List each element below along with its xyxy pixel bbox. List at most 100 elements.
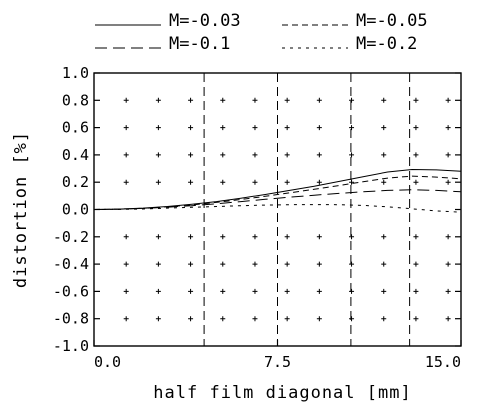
grid-marker bbox=[252, 125, 258, 131]
grid-marker bbox=[188, 234, 194, 240]
grid-marker bbox=[445, 316, 451, 322]
grid-marker bbox=[284, 316, 290, 322]
grid-marker bbox=[284, 125, 290, 131]
y-tick-label: 1.0 bbox=[62, 64, 89, 82]
grid-marker bbox=[155, 316, 161, 322]
legend: M=-0.03 M=-0.05 M=-0.1 M=-0.2 bbox=[95, 11, 428, 54]
x-tick-label: 7.5 bbox=[264, 353, 291, 371]
y-tick-label: -0.8 bbox=[53, 310, 89, 328]
grid-marker bbox=[445, 125, 451, 131]
grid-marker bbox=[188, 261, 194, 267]
grid-marker bbox=[123, 316, 129, 322]
grid-marker bbox=[123, 179, 129, 185]
grid bbox=[123, 73, 451, 346]
grid-marker bbox=[349, 97, 355, 103]
grid-marker bbox=[316, 234, 322, 240]
grid-marker bbox=[381, 152, 387, 158]
grid-marker bbox=[349, 152, 355, 158]
grid-marker bbox=[316, 316, 322, 322]
grid-marker bbox=[188, 97, 194, 103]
grid-marker bbox=[155, 97, 161, 103]
grid-marker bbox=[413, 125, 419, 131]
grid-marker bbox=[188, 125, 194, 131]
grid-marker bbox=[349, 316, 355, 322]
grid-marker bbox=[349, 288, 355, 294]
y-tick-label: 0.8 bbox=[62, 91, 89, 109]
grid-marker bbox=[188, 179, 194, 185]
legend-label: M=-0.1 bbox=[169, 34, 230, 54]
grid-marker bbox=[252, 288, 258, 294]
series-line bbox=[93, 204, 462, 213]
grid-marker bbox=[413, 152, 419, 158]
grid-marker bbox=[155, 261, 161, 267]
grid-marker bbox=[284, 179, 290, 185]
grid-marker bbox=[349, 125, 355, 131]
grid-marker bbox=[381, 97, 387, 103]
grid-marker bbox=[413, 179, 419, 185]
y-tick-label: 0.0 bbox=[62, 201, 89, 219]
grid-marker bbox=[284, 288, 290, 294]
grid-marker bbox=[188, 316, 194, 322]
grid-marker bbox=[381, 261, 387, 267]
grid-marker bbox=[445, 97, 451, 103]
grid-marker bbox=[220, 261, 226, 267]
grid-marker bbox=[220, 97, 226, 103]
grid-marker bbox=[155, 288, 161, 294]
axis-ticks: 1.0 0.8 0.6 0.4 0.2 0.0 -0.2 -0.4 -0.6 -0.8 -1.0 0.… bbox=[53, 64, 462, 371]
grid-marker bbox=[413, 261, 419, 267]
grid-marker bbox=[220, 152, 226, 158]
grid-marker bbox=[316, 152, 322, 158]
grid-marker bbox=[123, 152, 129, 158]
grid-marker bbox=[188, 152, 194, 158]
grid-marker bbox=[381, 179, 387, 185]
grid-marker bbox=[252, 261, 258, 267]
grid-marker bbox=[316, 261, 322, 267]
grid-marker bbox=[188, 288, 194, 294]
grid-marker bbox=[445, 288, 451, 294]
grid-marker bbox=[123, 97, 129, 103]
grid-marker bbox=[316, 97, 322, 103]
y-tick-label: -1.0 bbox=[53, 337, 89, 355]
x-tick-label: 15.0 bbox=[425, 353, 461, 371]
grid-marker bbox=[155, 179, 161, 185]
grid-marker bbox=[413, 234, 419, 240]
grid-marker bbox=[413, 316, 419, 322]
legend-label: M=-0.05 bbox=[356, 11, 428, 31]
grid-marker bbox=[155, 152, 161, 158]
grid-marker bbox=[284, 152, 290, 158]
grid-marker bbox=[220, 288, 226, 294]
grid-marker bbox=[316, 179, 322, 185]
grid-marker bbox=[445, 179, 451, 185]
y-tick-label: -0.4 bbox=[53, 255, 89, 273]
grid-marker bbox=[349, 261, 355, 267]
grid-marker bbox=[220, 234, 226, 240]
y-tick-label: -0.2 bbox=[53, 228, 89, 246]
grid-marker bbox=[381, 125, 387, 131]
grid-marker bbox=[349, 179, 355, 185]
grid-marker bbox=[220, 125, 226, 131]
grid-marker bbox=[445, 152, 451, 158]
x-tick-label: 0.0 bbox=[94, 353, 121, 371]
grid-marker bbox=[284, 261, 290, 267]
legend-label: M=-0.2 bbox=[356, 34, 417, 54]
grid-marker bbox=[413, 288, 419, 294]
series-lines bbox=[93, 168, 462, 213]
grid-marker bbox=[123, 125, 129, 131]
grid-marker bbox=[445, 261, 451, 267]
grid-marker bbox=[252, 152, 258, 158]
y-axis-title: distortion [%] bbox=[11, 131, 31, 288]
grid-marker bbox=[252, 97, 258, 103]
grid-marker bbox=[349, 234, 355, 240]
grid-marker bbox=[284, 97, 290, 103]
y-tick-label: 0.4 bbox=[62, 146, 89, 164]
grid-marker bbox=[220, 316, 226, 322]
grid-marker bbox=[123, 288, 129, 294]
y-tick-label: 0.2 bbox=[62, 173, 89, 191]
grid-marker bbox=[381, 288, 387, 294]
series-line bbox=[93, 189, 462, 210]
grid-marker bbox=[413, 97, 419, 103]
grid-marker bbox=[252, 316, 258, 322]
grid-marker bbox=[252, 179, 258, 185]
grid-marker bbox=[316, 125, 322, 131]
legend-label: M=-0.03 bbox=[169, 11, 241, 31]
